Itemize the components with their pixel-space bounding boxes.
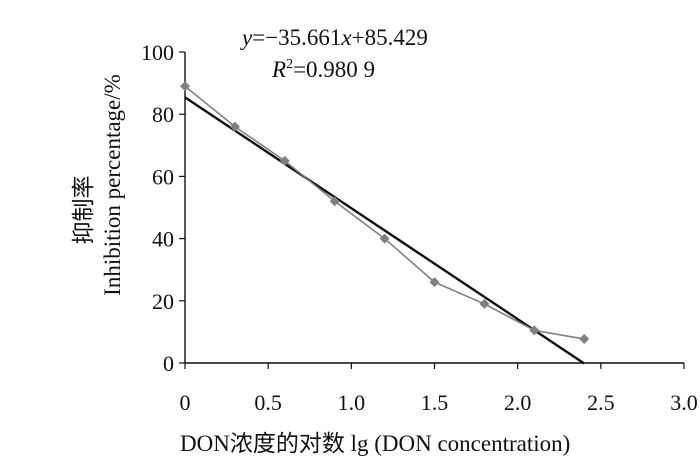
regression-equation: y=−35.661x+85.429: [240, 25, 428, 50]
plot-area: [180, 81, 590, 365]
y-axis-title-cn: 抑制率: [71, 176, 96, 245]
data-point: [329, 196, 340, 207]
y-tick-label: 60: [152, 164, 174, 189]
r-label: R: [271, 57, 286, 82]
data-point: [529, 325, 540, 336]
data-point: [429, 277, 440, 288]
x-tick-label: 3.0: [670, 390, 698, 415]
x-axis-title: DON浓度的对数 lg (DON concentration): [180, 431, 570, 456]
r-squared-value: =0.980 9: [293, 57, 375, 82]
x-tick-label: 0.5: [254, 390, 282, 415]
data-point: [479, 298, 490, 309]
x-tick-label: 0: [180, 390, 191, 415]
r-superscript: 2: [286, 57, 293, 72]
x-tick-label: 1.0: [338, 390, 366, 415]
regression-line: [184, 96, 585, 365]
y-axis-title-en: Inhibition percentage/%: [100, 74, 125, 296]
y-tick-label: 40: [152, 227, 174, 252]
x-tick-label: 1.5: [421, 390, 449, 415]
ticks: 0 0.5 1.0 1.5 2.0 2.5 3.0 0 20 40 60 80 100: [141, 40, 698, 415]
data-point: [229, 121, 240, 132]
y-tick-label: 20: [152, 289, 174, 314]
equation-x: x: [340, 25, 352, 50]
equation-y: y: [240, 25, 253, 50]
equation-slope: =−35.661: [252, 25, 341, 50]
data-point: [180, 81, 190, 92]
x-tick-label: 2.5: [587, 390, 615, 415]
y-tick-label: 100: [141, 40, 174, 65]
data-point: [379, 233, 390, 244]
equation-intercept: +85.429: [352, 25, 428, 50]
y-tick-label: 80: [152, 102, 174, 127]
axes: [184, 52, 684, 364]
data-point: [279, 155, 290, 166]
x-tick-label: 2.0: [504, 390, 532, 415]
r-squared-label: R2=0.980 9: [271, 57, 375, 82]
series-line: [184, 85, 585, 340]
y-tick-label: 0: [163, 351, 174, 376]
data-point: [579, 334, 590, 345]
